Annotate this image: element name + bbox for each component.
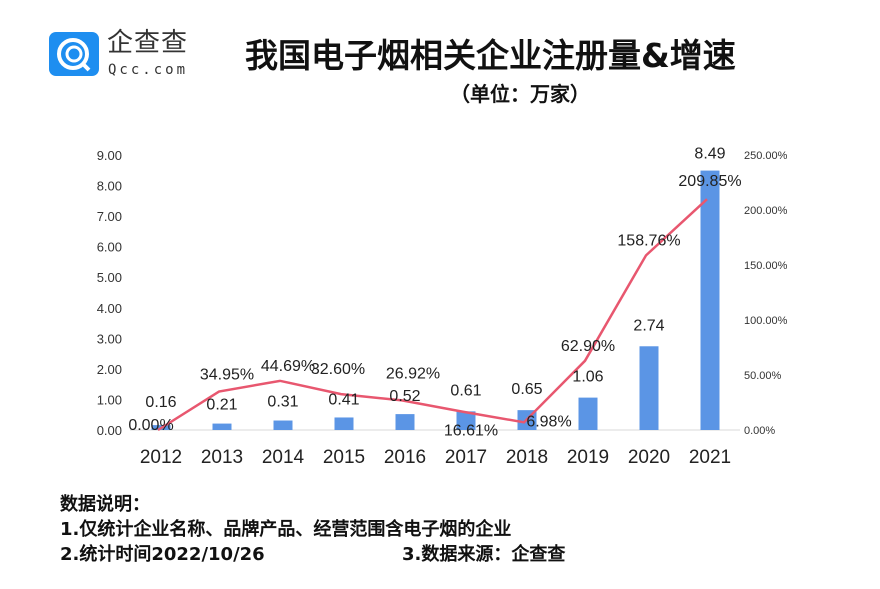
bar-value-label: 0.31 <box>267 394 298 411</box>
bar-value-label: 0.52 <box>389 388 420 405</box>
left-tick-label: 1.00 <box>97 392 122 407</box>
line-value-label: 6.98% <box>526 413 571 430</box>
growth-line <box>157 198 708 432</box>
x-tick-label: 2014 <box>262 447 305 468</box>
chart-title: 我国电子烟相关企业注册量&增速 <box>245 36 736 75</box>
bar-value-label: 0.65 <box>511 381 542 398</box>
left-tick-label: 5.00 <box>97 270 122 285</box>
bar-value-label: 0.16 <box>145 394 176 411</box>
logo-name-cn: 企查查 <box>107 28 189 58</box>
bar-value-label: 0.41 <box>328 391 359 408</box>
bar-value-label: 8.49 <box>694 146 725 163</box>
bar-value-label: 0.61 <box>450 382 481 399</box>
left-tick-label: 3.00 <box>97 331 122 346</box>
bar-value-label: 1.06 <box>572 369 603 386</box>
line-value-label: 34.95% <box>200 367 254 384</box>
right-tick-label: 250.00% <box>744 150 788 162</box>
x-tick-label: 2012 <box>140 447 182 468</box>
right-tick-label: 0.00% <box>744 425 775 437</box>
bar-value-label: 0.21 <box>206 397 237 414</box>
left-tick-label: 4.00 <box>97 301 122 316</box>
bar <box>212 423 232 430</box>
line-value-label: 44.69% <box>261 358 315 375</box>
chart-subtitle: （单位：万家） <box>450 82 590 106</box>
bar <box>456 411 476 430</box>
x-tick-label: 2018 <box>506 447 548 468</box>
left-tick-label: 9.00 <box>97 148 122 163</box>
right-tick-label: 50.00% <box>744 370 782 382</box>
left-tick-label: 6.00 <box>97 240 122 255</box>
x-tick-label: 2013 <box>201 447 243 468</box>
x-tick-label: 2017 <box>445 447 487 468</box>
x-tick-label: 2015 <box>323 447 365 468</box>
notes-heading: 数据说明： <box>60 494 150 515</box>
x-tick-label: 2020 <box>628 447 670 468</box>
notes-line2: 2.统计时间2022/10/26 <box>60 544 265 565</box>
x-tick-label: 2021 <box>689 447 731 468</box>
line-value-label: 26.92% <box>386 365 440 382</box>
bar <box>700 170 720 431</box>
line-value-label: 158.76% <box>617 232 680 249</box>
bar <box>395 414 415 430</box>
bar <box>273 420 293 430</box>
right-tick-label: 200.00% <box>744 205 788 217</box>
left-tick-label: 8.00 <box>97 179 122 194</box>
notes: 数据说明： 1.仅统计企业名称、品牌产品、经营范围含电子烟的企业 2.统计时间2… <box>60 492 511 567</box>
x-tick-label: 2016 <box>384 447 426 468</box>
line-value-label: 0.00% <box>128 417 173 434</box>
x-tick-label: 2019 <box>567 447 609 468</box>
line-value-label: 209.85% <box>678 173 741 190</box>
bar <box>578 397 598 430</box>
right-tick-label: 100.00% <box>744 315 788 327</box>
right-tick-label: 150.00% <box>744 260 788 272</box>
bar <box>639 346 659 430</box>
line-value-label: 32.60% <box>311 361 365 378</box>
line-value-label: 62.90% <box>561 338 615 355</box>
left-tick-label: 0.00 <box>97 423 122 438</box>
logo-name-en: Qcc.com <box>108 62 189 78</box>
left-tick-label: 7.00 <box>97 209 122 224</box>
left-tick-label: 2.00 <box>97 362 122 377</box>
qcc-logo-icon <box>49 32 99 76</box>
notes-source: 3.数据来源：企查查 <box>402 544 566 565</box>
line-value-label: 16.61% <box>444 423 498 440</box>
bar <box>334 417 354 430</box>
bar-value-label: 2.74 <box>633 317 664 334</box>
notes-line1: 1.仅统计企业名称、品牌产品、经营范围含电子烟的企业 <box>60 519 512 540</box>
